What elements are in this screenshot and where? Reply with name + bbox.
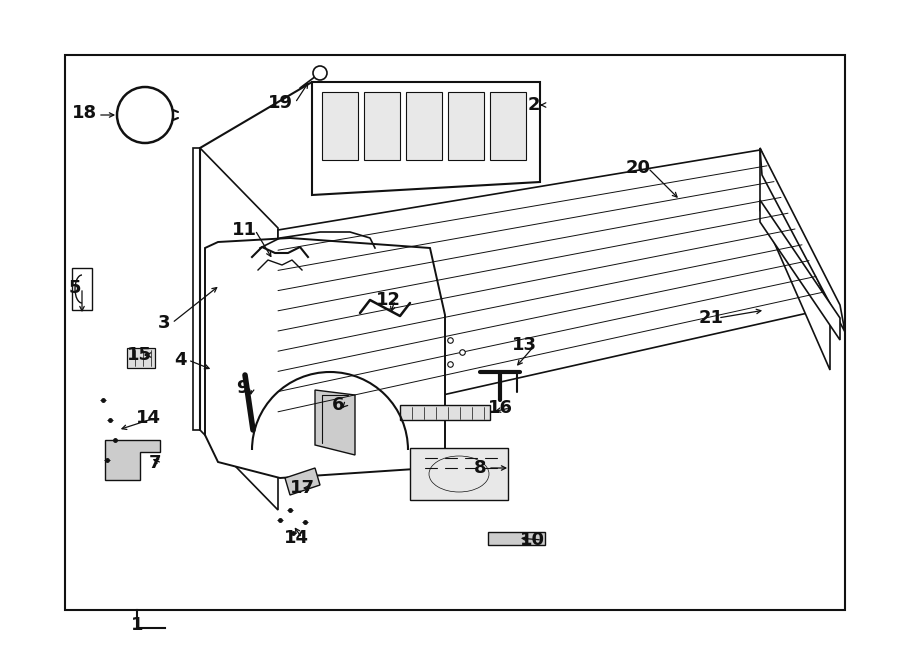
- Polygon shape: [488, 532, 545, 545]
- Polygon shape: [278, 150, 830, 432]
- Text: 11: 11: [231, 221, 256, 239]
- Bar: [490, 92, 526, 160]
- Text: 14: 14: [284, 529, 309, 547]
- Text: 9: 9: [236, 379, 248, 397]
- Text: 5: 5: [68, 279, 81, 297]
- Polygon shape: [760, 200, 840, 340]
- Text: 7: 7: [148, 454, 161, 472]
- Text: 13: 13: [511, 336, 536, 354]
- Text: 17: 17: [290, 479, 314, 497]
- Polygon shape: [72, 268, 92, 310]
- Text: 1: 1: [130, 616, 143, 634]
- Polygon shape: [200, 148, 278, 510]
- Bar: [406, 92, 442, 160]
- Text: 19: 19: [267, 94, 293, 112]
- Text: 4: 4: [174, 351, 186, 369]
- Text: 10: 10: [519, 531, 544, 549]
- Bar: [448, 92, 484, 160]
- Polygon shape: [760, 148, 830, 370]
- Text: 15: 15: [127, 346, 151, 364]
- Text: 21: 21: [698, 309, 724, 327]
- Bar: [322, 92, 358, 160]
- Polygon shape: [400, 405, 490, 420]
- Text: 12: 12: [375, 291, 401, 309]
- Text: 6: 6: [332, 396, 344, 414]
- Text: 20: 20: [626, 159, 651, 177]
- Bar: [364, 92, 400, 160]
- Text: 3: 3: [158, 314, 170, 332]
- Text: 18: 18: [72, 104, 97, 122]
- Polygon shape: [193, 148, 200, 430]
- Text: 16: 16: [488, 399, 512, 417]
- Circle shape: [117, 87, 173, 143]
- Polygon shape: [315, 390, 355, 455]
- Polygon shape: [410, 448, 508, 500]
- Bar: [65, 55, 845, 610]
- Text: 14: 14: [136, 409, 160, 427]
- Polygon shape: [105, 440, 160, 480]
- Polygon shape: [285, 468, 320, 495]
- Polygon shape: [312, 82, 540, 195]
- Polygon shape: [205, 238, 445, 478]
- Polygon shape: [127, 348, 155, 368]
- Text: 2: 2: [527, 96, 540, 114]
- Text: 8: 8: [473, 459, 486, 477]
- Polygon shape: [760, 148, 845, 332]
- Circle shape: [313, 66, 327, 80]
